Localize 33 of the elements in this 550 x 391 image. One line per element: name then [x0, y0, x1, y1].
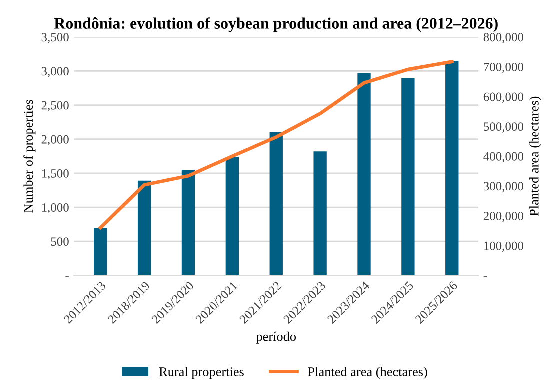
line-series	[98, 60, 454, 230]
y-tick-label: -	[66, 276, 69, 278]
y-tick-label: 1,500	[42, 169, 69, 180]
y2-tick-label: 400,000	[484, 152, 524, 163]
y2-tick-label: 600,000	[484, 92, 524, 104]
legend-label: Rural properties	[159, 367, 244, 380]
legend-label: Planted area (hectares)	[308, 367, 428, 380]
y2-tick-label: 500,000	[484, 122, 524, 133]
y2-tick-label: 700,000	[484, 62, 524, 74]
bar	[446, 60, 459, 276]
bar	[358, 73, 371, 276]
bar	[226, 157, 240, 276]
bar	[94, 228, 108, 276]
y-axis-title: Number of properties	[24, 100, 36, 213]
y-tick-label: 3,000	[42, 67, 69, 78]
bar	[314, 152, 327, 276]
y2-tick-label: 200,000	[484, 212, 524, 222]
y2-axis-title: Planted area (hectares)	[530, 96, 542, 216]
bar	[402, 78, 415, 276]
y2-tick-label: -	[484, 276, 488, 278]
bar	[182, 170, 196, 276]
y2-tick-label: 100,000	[484, 242, 524, 252]
y-tick-label: 500	[51, 238, 69, 246]
y2-tick-label: 800,000	[484, 33, 524, 44]
y-tick-label: 1,000	[42, 204, 69, 214]
chart-title: Rondônia: evolution of soybean production and area (2012–2026)	[54, 18, 498, 32]
y2-tick-label: 300,000	[484, 182, 524, 192]
y-tick-label: 2,000	[42, 135, 69, 146]
x-axis-title: período	[256, 332, 296, 344]
y-tick-label: 3,500	[42, 33, 69, 44]
y-tick-label: 2,500	[42, 101, 69, 112]
bar	[138, 180, 152, 276]
bar	[270, 132, 283, 276]
